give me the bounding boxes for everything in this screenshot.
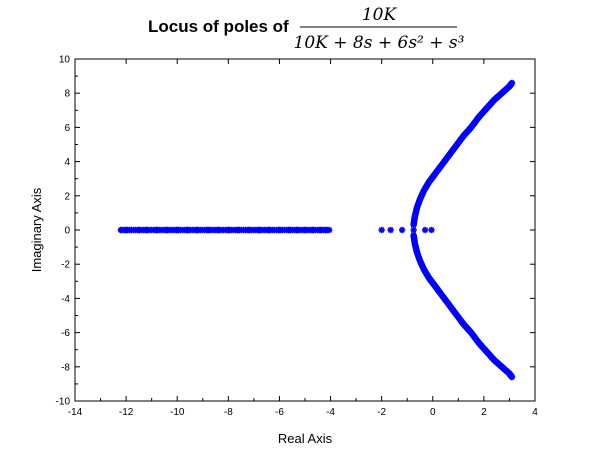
chart-title: Locus of poles of xyxy=(148,17,289,36)
y-tick-label: -6 xyxy=(61,328,70,339)
y-tick-label: 10 xyxy=(59,55,71,66)
pole-markers xyxy=(117,79,516,381)
y-tick-label: 8 xyxy=(64,89,70,100)
title-numerator: 10K xyxy=(362,5,398,25)
pole-marker xyxy=(421,226,429,234)
y-tick-label: -8 xyxy=(61,362,70,373)
x-tick-label: 0 xyxy=(430,407,436,418)
pole-marker xyxy=(387,226,394,234)
y-axis-label: Imaginary Axis xyxy=(29,187,44,272)
x-tick-label: -10 xyxy=(170,407,185,418)
y-tick-label: 0 xyxy=(64,226,70,237)
axis-ticks: -14 -12 -10 -8 -6 -4 -2 0 2 4 -10 -8 -6 -4 -2 0 2 4 6 8 10 xyxy=(56,55,539,419)
y-tick-label: 4 xyxy=(64,157,70,168)
pole-marker xyxy=(378,226,385,234)
pole-marker xyxy=(508,79,516,87)
pole-marker xyxy=(398,226,406,234)
y-tick-label: 2 xyxy=(64,191,70,202)
pole-marker xyxy=(508,373,516,381)
x-tick-label: 4 xyxy=(532,407,538,418)
x-tick-label: -8 xyxy=(224,407,233,418)
x-tick-label: -12 xyxy=(119,407,134,418)
y-tick-label: -4 xyxy=(61,294,70,305)
x-tick-label: -2 xyxy=(377,407,386,418)
title-denominator: 10K + 8s + 6s² + s³ xyxy=(294,33,465,53)
y-tick-label: 6 xyxy=(64,123,70,134)
y-tick-label: -10 xyxy=(56,397,71,408)
x-axis-label: Real Axis xyxy=(278,431,333,446)
x-tick-label: -4 xyxy=(326,407,335,418)
pole-marker xyxy=(428,226,435,234)
y-tick-label: -2 xyxy=(61,260,70,271)
x-tick-label: -14 xyxy=(68,407,83,418)
pole-marker xyxy=(324,226,331,234)
x-tick-label: -6 xyxy=(275,407,284,418)
title-fraction: 10K 10K + 8s + 6s² + s³ xyxy=(294,5,465,53)
x-tick-label: 2 xyxy=(481,407,487,418)
